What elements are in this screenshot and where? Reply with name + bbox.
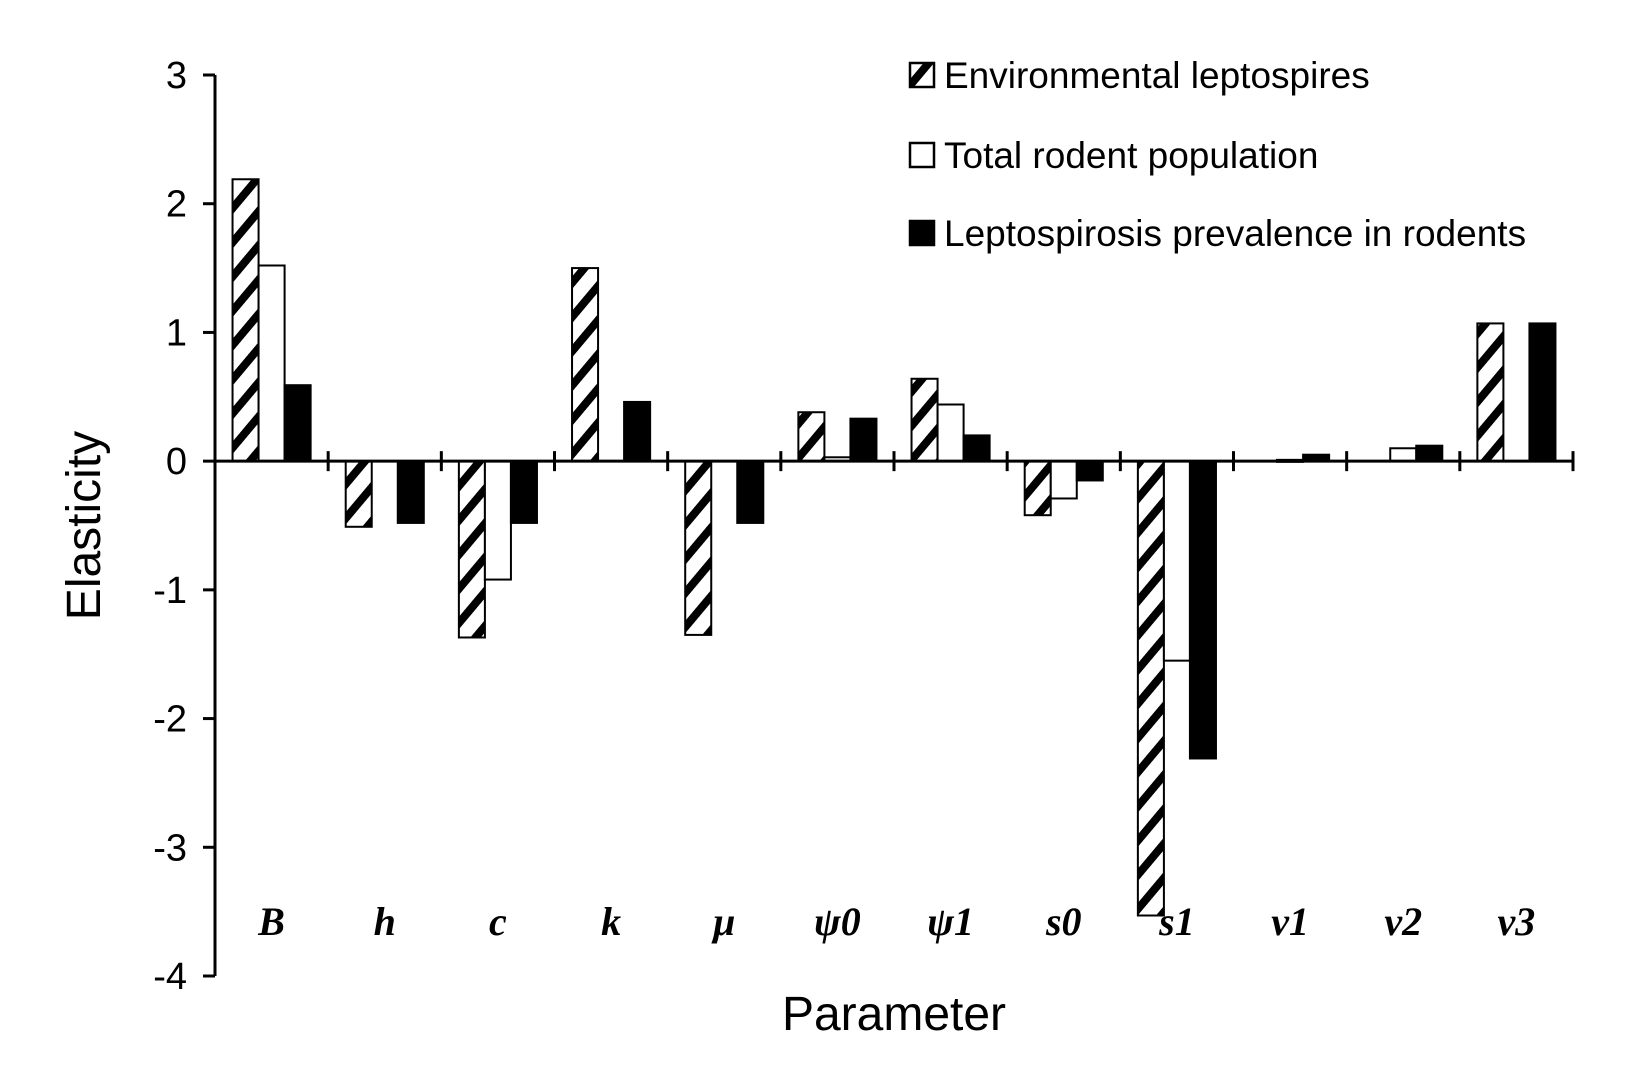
category-label: c: [489, 899, 507, 944]
bar-environmental-leptospires-4: [571, 267, 600, 463]
bar-leptospirosis-prevalence-in-rodents-9: [1188, 460, 1217, 760]
bar-environmental-leptospires-12: [1476, 322, 1505, 463]
bar-leptospirosis-prevalence-in-rodents-1: [283, 384, 312, 463]
y-tick-label: 1: [166, 312, 187, 354]
legend: Environmental leptospires Total rodent p…: [908, 55, 1526, 254]
y-tick-label: 0: [166, 441, 187, 483]
category-label: μ: [711, 899, 735, 944]
legend-label-prevalence: Leptospirosis prevalence in rodents: [944, 213, 1526, 254]
bar-environmental-leptospires-9: [1136, 460, 1165, 917]
x-axis-title: Parameter: [782, 988, 1006, 1041]
bar-environmental-leptospires-5: [684, 460, 713, 636]
legend-label-total-rodent: Total rodent population: [944, 135, 1318, 176]
bar-leptospirosis-prevalence-in-rodents-6: [849, 417, 878, 463]
bar-total-rodent-population-7: [936, 403, 965, 463]
bar-leptospirosis-prevalence-in-rodents-2: [396, 460, 425, 524]
category-label: ν2: [1384, 899, 1422, 944]
bar-environmental-leptospires-8: [1023, 460, 1052, 517]
bar-environmental-leptospires-3: [457, 460, 486, 639]
y-axis-ticks: 3 2 1 0 -1 -2 -3 -4: [153, 55, 215, 998]
category-label: h: [374, 899, 396, 944]
bar-total-rodent-population-1: [257, 264, 286, 463]
bar-leptospirosis-prevalence-in-rodents-11: [1415, 444, 1444, 463]
category-label: ψ1: [927, 899, 974, 944]
category-label: B: [257, 899, 285, 944]
legend-swatch-environmental: [908, 61, 936, 89]
y-tick-label: -2: [153, 699, 187, 741]
bar-environmental-leptospires-2: [344, 460, 373, 528]
y-tick-label: -3: [153, 827, 187, 869]
category-label: k: [601, 899, 621, 944]
category-label: s1: [1158, 899, 1195, 944]
y-tick-label: 2: [166, 184, 187, 226]
bar-leptospirosis-prevalence-in-rodents-7: [962, 434, 991, 463]
y-tick-label: 3: [166, 55, 187, 97]
y-axis-title: Elasticity: [58, 431, 111, 620]
category-label: ψ0: [814, 899, 861, 944]
legend-swatch-total-rodent: [908, 141, 936, 169]
y-tick-label: -1: [153, 570, 187, 612]
bar-total-rodent-population-9: [1162, 460, 1191, 662]
bar-leptospirosis-prevalence-in-rodents-4: [623, 400, 652, 463]
bar-leptospirosis-prevalence-in-rodents-8: [1075, 460, 1104, 482]
y-tick-label: -4: [153, 956, 187, 998]
category-label: ν3: [1498, 899, 1536, 944]
bar-leptospirosis-prevalence-in-rodents-3: [509, 460, 538, 524]
bar-total-rodent-population-11: [1389, 447, 1418, 463]
bars: [231, 178, 1557, 917]
bar-environmental-leptospires-1: [231, 178, 260, 463]
category-label: s0: [1045, 899, 1082, 944]
bar-environmental-leptospires-6: [797, 411, 826, 463]
legend-label-environmental: Environmental leptospires: [944, 55, 1370, 96]
bar-leptospirosis-prevalence-in-rodents-12: [1528, 322, 1557, 463]
bar-total-rodent-population-8: [1049, 460, 1078, 500]
bar-total-rodent-population-3: [483, 460, 512, 581]
category-label: ν1: [1271, 899, 1309, 944]
bar-leptospirosis-prevalence-in-rodents-5: [736, 460, 765, 524]
legend-swatch-prevalence: [908, 219, 936, 247]
bar-environmental-leptospires-7: [910, 377, 939, 463]
